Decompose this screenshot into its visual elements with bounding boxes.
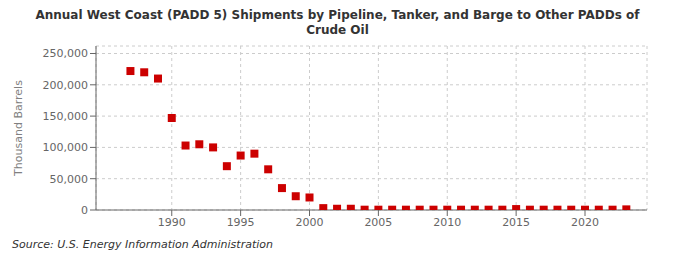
svg-text:250,000: 250,000 (43, 47, 89, 60)
svg-text:200,000: 200,000 (43, 79, 89, 92)
svg-text:2000: 2000 (296, 216, 324, 229)
html-text:Crude Oil: Crude Oil (306, 23, 369, 37)
svg-text:50,000: 50,000 (50, 173, 89, 186)
svg-text:1990: 1990 (158, 216, 186, 229)
svg-text:2020: 2020 (571, 216, 599, 229)
html-text:Source: U.S. Energy Informatio: Source: U.S. Energy Information Administ… (12, 238, 273, 251)
svg-text:0: 0 (81, 204, 88, 217)
svg-text:Thousand Barrels: Thousand Barrels (12, 80, 25, 177)
html-text:Annual West Coast (PADD 5) Shi: Annual West Coast (PADD 5) Shipments by … (35, 8, 640, 22)
svg-text:2015: 2015 (502, 216, 530, 229)
svg-text:150,000: 150,000 (43, 110, 89, 123)
svg-text:1995: 1995 (227, 216, 255, 229)
svg-text:2005: 2005 (364, 216, 392, 229)
svg-text:2010: 2010 (433, 216, 461, 229)
svg-text:100,000: 100,000 (43, 141, 89, 154)
